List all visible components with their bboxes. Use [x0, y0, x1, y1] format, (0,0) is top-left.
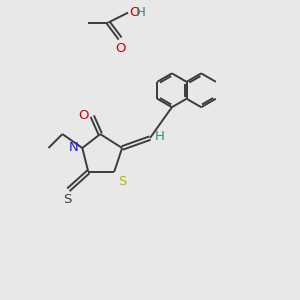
- Text: O: O: [129, 6, 140, 19]
- Text: H: H: [155, 130, 165, 142]
- Text: H: H: [136, 6, 146, 19]
- Text: S: S: [63, 193, 72, 206]
- Text: O: O: [78, 109, 88, 122]
- Text: S: S: [118, 175, 127, 188]
- Text: O: O: [115, 41, 125, 55]
- Text: N: N: [69, 140, 78, 154]
